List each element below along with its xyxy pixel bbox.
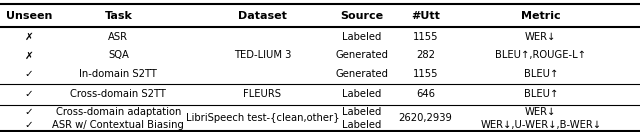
Text: BLEU↑: BLEU↑ bbox=[524, 69, 558, 79]
Text: ✓: ✓ bbox=[24, 120, 33, 130]
Text: ✓: ✓ bbox=[24, 69, 33, 79]
Text: BLEU↑: BLEU↑ bbox=[524, 89, 558, 99]
Text: Labeled: Labeled bbox=[342, 32, 381, 42]
Text: Cross-domain S2TT: Cross-domain S2TT bbox=[70, 89, 166, 99]
Text: In-domain S2TT: In-domain S2TT bbox=[79, 69, 157, 79]
Text: ASR w/ Contextual Biasing: ASR w/ Contextual Biasing bbox=[52, 120, 184, 130]
Text: WER↓,U-WER↓,B-WER↓: WER↓,U-WER↓,B-WER↓ bbox=[480, 120, 602, 130]
Text: Unseen: Unseen bbox=[6, 11, 52, 20]
Text: SQA: SQA bbox=[108, 50, 129, 60]
Text: ✗: ✗ bbox=[24, 32, 33, 42]
Text: BLEU↑,ROUGE-L↑: BLEU↑,ROUGE-L↑ bbox=[495, 50, 586, 60]
Text: Labeled: Labeled bbox=[342, 107, 381, 117]
Text: Task: Task bbox=[104, 11, 132, 20]
Text: ✓: ✓ bbox=[24, 107, 33, 117]
Text: 1155: 1155 bbox=[413, 69, 438, 79]
Text: LibriSpeech test-{clean,other}: LibriSpeech test-{clean,other} bbox=[186, 113, 339, 123]
Text: Source: Source bbox=[340, 11, 383, 20]
Text: Cross-domain adaptation: Cross-domain adaptation bbox=[56, 107, 181, 117]
Text: 646: 646 bbox=[416, 89, 435, 99]
Text: 2620,2939: 2620,2939 bbox=[399, 113, 452, 123]
Text: Dataset: Dataset bbox=[238, 11, 287, 20]
Text: FLEURS: FLEURS bbox=[243, 89, 282, 99]
Text: Generated: Generated bbox=[335, 69, 388, 79]
Text: Labeled: Labeled bbox=[342, 120, 381, 130]
Text: Generated: Generated bbox=[335, 50, 388, 60]
Text: Metric: Metric bbox=[521, 11, 561, 20]
Text: #Utt: #Utt bbox=[411, 11, 440, 20]
Text: 282: 282 bbox=[416, 50, 435, 60]
Text: Labeled: Labeled bbox=[342, 89, 381, 99]
Text: ASR: ASR bbox=[108, 32, 129, 42]
Text: ✗: ✗ bbox=[24, 50, 33, 60]
Text: WER↓: WER↓ bbox=[525, 107, 557, 117]
Text: WER↓: WER↓ bbox=[525, 32, 557, 42]
Text: ✓: ✓ bbox=[24, 89, 33, 99]
Text: 1155: 1155 bbox=[413, 32, 438, 42]
Text: TED-LIUM 3: TED-LIUM 3 bbox=[234, 50, 291, 60]
